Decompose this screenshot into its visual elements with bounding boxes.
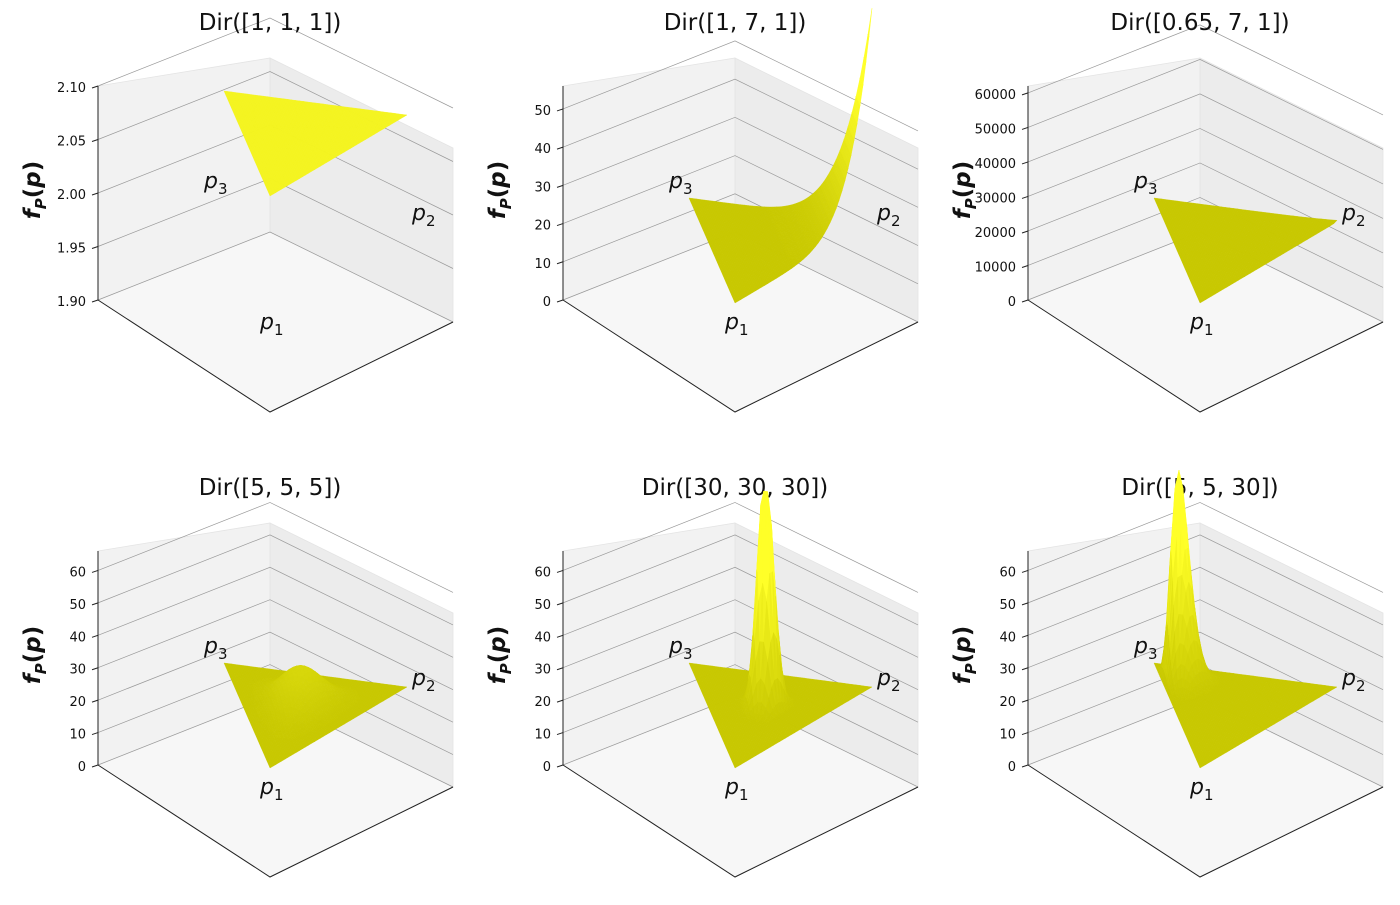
z-tick [1021, 161, 1029, 165]
z-axis-label: fP(p) [485, 161, 515, 220]
z-gridline [97, 17, 454, 109]
subplot-title: Dir([1, 7, 1]) [664, 10, 807, 36]
z-tick [1021, 265, 1029, 268]
z-tick-label: 1.95 [57, 242, 86, 257]
z-tick [91, 85, 99, 89]
z-tick-label: 60000 [975, 88, 1016, 103]
z-tick-label: 50 [534, 104, 551, 119]
z-tick-label: 1.90 [57, 295, 86, 310]
z-tick-label: 2.10 [57, 81, 86, 96]
z-tick [1021, 299, 1029, 303]
z-tick-label: 20 [534, 219, 551, 234]
z-axis-label: fP(p) [20, 161, 50, 220]
z-tick-label: 40 [534, 142, 551, 157]
subplot-title: Dir([0.65, 7, 1]) [1110, 10, 1289, 36]
subplot-title: Dir([1, 1, 1]) [199, 10, 342, 36]
z-tick-label: 40000 [975, 157, 1016, 172]
z-tick [91, 299, 99, 303]
z-tick-label: 0 [1008, 295, 1016, 310]
z-tick [556, 146, 564, 150]
z-tick-label: 30 [534, 180, 551, 195]
floor-edges [97, 299, 454, 413]
z-gridline [97, 71, 454, 162]
z-tick-label: 30000 [975, 191, 1016, 206]
z-tick [91, 246, 99, 249]
z-tick [1021, 195, 1029, 199]
z-tick-label: 2.00 [57, 188, 86, 203]
z-tick [1021, 92, 1029, 96]
z-tick-label: 2.05 [57, 135, 86, 150]
z-tick [556, 223, 564, 227]
subplot-3: 0 10000 20000 30000 40000 50000 60000 Dir([0.65… [950, 10, 1384, 413]
z-tick [1021, 230, 1029, 234]
z-tick-label: 20000 [975, 226, 1016, 241]
z-axis-label: fP(p) [950, 161, 980, 220]
z-tick-label: 10 [534, 257, 551, 272]
z-tick [1021, 126, 1029, 130]
z-tick [91, 139, 99, 142]
z-tick-label: 0 [543, 295, 551, 310]
z-tick [556, 184, 564, 188]
z-tick [556, 108, 564, 112]
z-gridline [97, 231, 454, 323]
density-surface [223, 90, 408, 197]
z-tick-label: 50000 [975, 122, 1016, 137]
z-tick-label: 10000 [975, 260, 1016, 275]
surface-facet [867, 8, 873, 38]
z-tick [556, 299, 564, 303]
z-tick [556, 261, 564, 265]
z-tick [91, 192, 99, 196]
